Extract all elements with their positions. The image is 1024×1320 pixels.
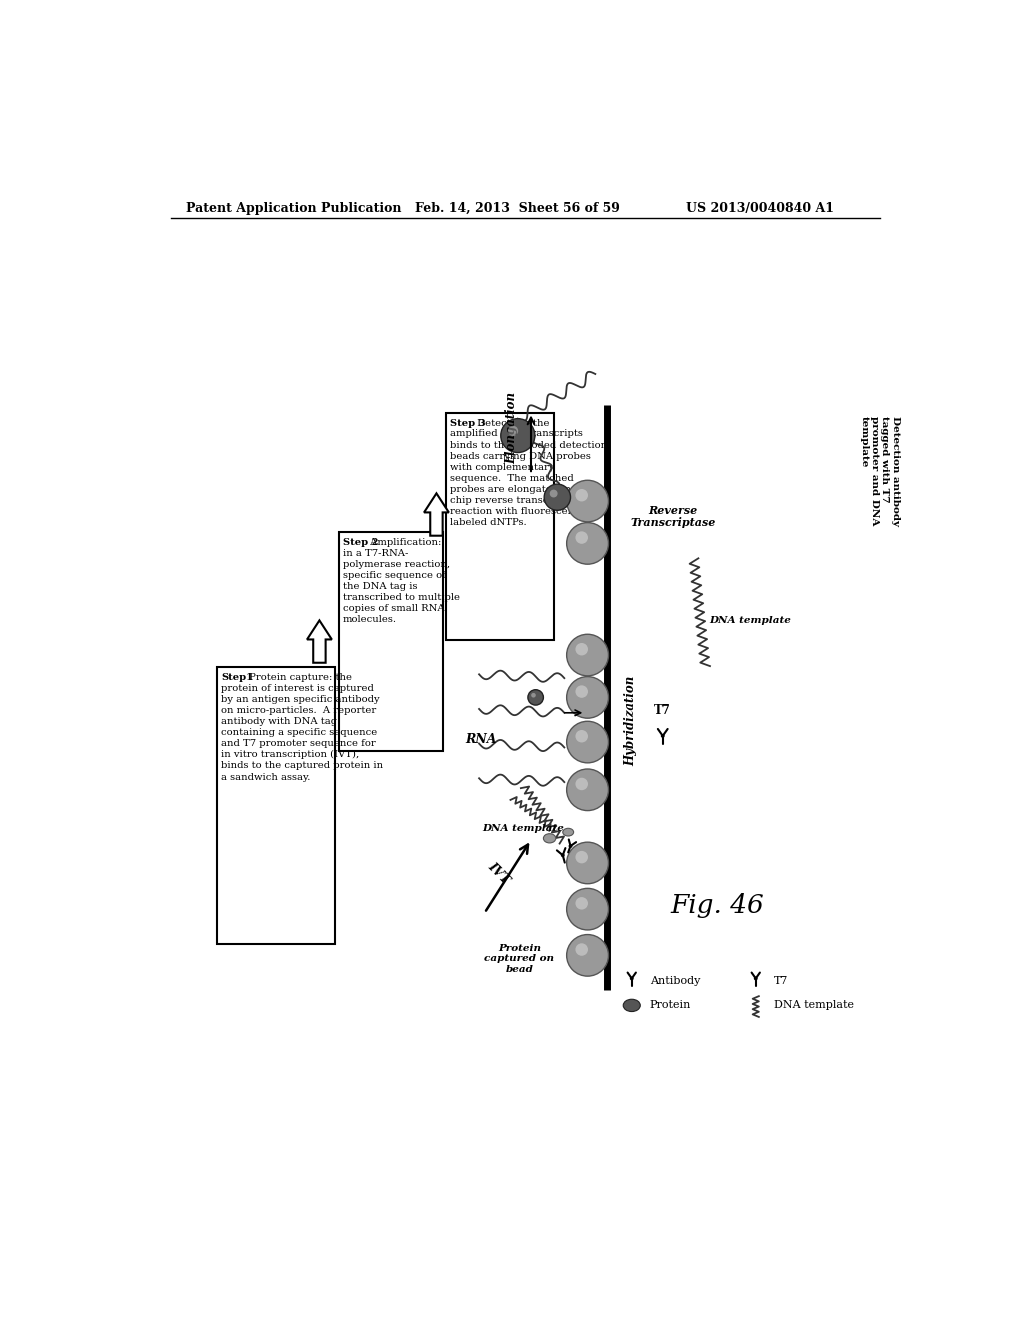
Ellipse shape	[544, 834, 556, 843]
Text: Protein
captured on
bead: Protein captured on bead	[484, 944, 554, 974]
Ellipse shape	[624, 999, 640, 1011]
Text: IVT: IVT	[485, 859, 512, 886]
Circle shape	[566, 842, 608, 884]
Circle shape	[550, 490, 558, 498]
Circle shape	[568, 843, 572, 847]
Circle shape	[575, 851, 588, 863]
Text: Elongation: Elongation	[505, 392, 518, 463]
Text: Step1: Step1	[221, 673, 253, 681]
Text: amplified RNA transcripts
binds to the encoded detection
beads carrying DNA prob: amplified RNA transcripts binds to the e…	[450, 429, 607, 528]
Bar	[217, 667, 335, 944]
Polygon shape	[307, 620, 332, 663]
Text: DNA template: DNA template	[710, 616, 792, 624]
Text: in a T7-RNA-
polymerase reaction,
specific sequence of
the DNA tag is
transcribe: in a T7-RNA- polymerase reaction, specif…	[343, 549, 460, 624]
Text: US 2013/0040840 A1: US 2013/0040840 A1	[686, 202, 834, 215]
Text: Step 3: Step 3	[450, 418, 485, 428]
Circle shape	[566, 480, 608, 521]
Circle shape	[561, 853, 564, 857]
Circle shape	[531, 693, 536, 697]
Circle shape	[575, 777, 588, 791]
Circle shape	[566, 677, 608, 718]
Text: Protein: Protein	[649, 1001, 691, 1010]
Circle shape	[566, 523, 608, 564]
Circle shape	[575, 488, 588, 502]
Text: Amplification:: Amplification:	[367, 539, 441, 546]
Circle shape	[660, 734, 665, 738]
Bar	[445, 412, 554, 640]
Bar	[339, 532, 443, 751]
Circle shape	[575, 898, 588, 909]
Text: Reverse
Transcriptase: Reverse Transcriptase	[630, 504, 716, 528]
Circle shape	[575, 643, 588, 656]
Circle shape	[544, 484, 570, 511]
Text: Patent Application Publication: Patent Application Publication	[186, 202, 401, 215]
Text: DNA template: DNA template	[773, 1001, 854, 1010]
Circle shape	[575, 532, 588, 544]
Text: Detection antibody
tagged with T7
promoter and DNA
template: Detection antibody tagged with T7 promot…	[860, 416, 900, 527]
Circle shape	[630, 977, 634, 981]
Circle shape	[566, 935, 608, 977]
Circle shape	[508, 426, 518, 436]
Text: T7: T7	[654, 704, 671, 717]
Text: DNA template: DNA template	[482, 825, 564, 833]
Text: Antibody: Antibody	[649, 975, 700, 986]
Text: T7: T7	[773, 975, 787, 986]
Text: Feb. 14, 2013  Sheet 56 of 59: Feb. 14, 2013 Sheet 56 of 59	[415, 202, 620, 215]
Circle shape	[566, 721, 608, 763]
Circle shape	[528, 689, 544, 705]
Circle shape	[566, 770, 608, 810]
Ellipse shape	[563, 829, 573, 836]
Text: protein of interest is captured
by an antigen specific antibody
on micro-particl: protein of interest is captured by an an…	[221, 684, 383, 781]
Text: Fig. 46: Fig. 46	[670, 892, 764, 917]
Circle shape	[575, 685, 588, 698]
Text: Hybridization: Hybridization	[624, 676, 637, 766]
Circle shape	[575, 944, 588, 956]
Text: Detection: the: Detection: the	[474, 418, 549, 428]
Text: Protein capture: the: Protein capture: the	[246, 673, 352, 681]
Circle shape	[501, 418, 535, 453]
Circle shape	[566, 888, 608, 929]
Circle shape	[754, 977, 758, 981]
Text: Step 2: Step 2	[343, 539, 378, 546]
Circle shape	[566, 635, 608, 676]
Polygon shape	[424, 494, 449, 536]
Circle shape	[575, 730, 588, 742]
Text: RNA: RNA	[465, 733, 497, 746]
